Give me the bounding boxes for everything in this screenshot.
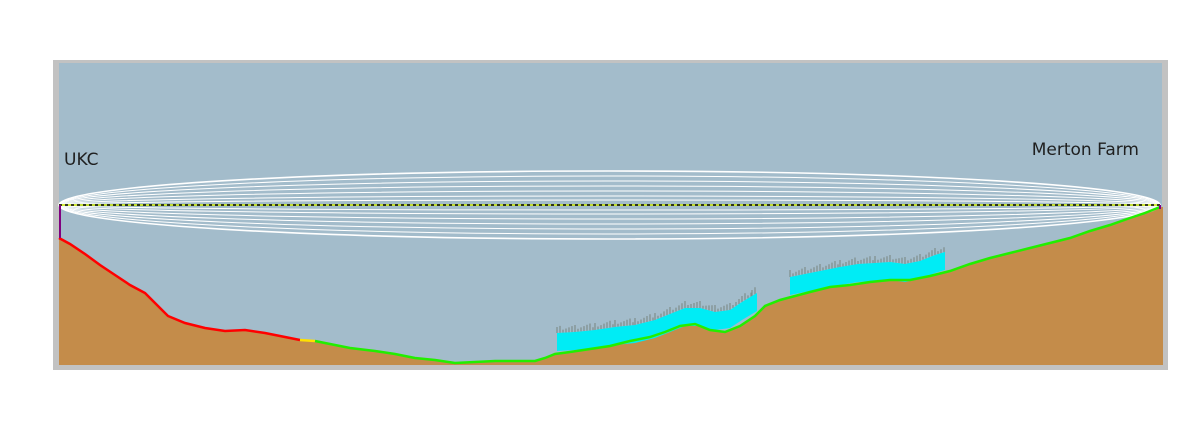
end-point-label: Merton Farm xyxy=(1031,140,1139,160)
start-point-label: UKC xyxy=(64,150,99,170)
tree-tops-left xyxy=(556,287,756,333)
tree-band-right xyxy=(790,252,945,295)
terrain-profile-frame xyxy=(53,60,1168,370)
ground-line-marginal xyxy=(299,338,316,343)
tree-band-left xyxy=(557,293,757,351)
terrain-profile-chart xyxy=(58,63,1163,365)
tree-tops-right xyxy=(789,247,945,277)
ground-line-obstructed xyxy=(58,236,301,342)
tree-canopy-right xyxy=(789,247,945,295)
ground-fill xyxy=(59,207,1163,365)
tree-canopy-left xyxy=(556,287,757,351)
ground-line-clear xyxy=(314,205,1161,365)
